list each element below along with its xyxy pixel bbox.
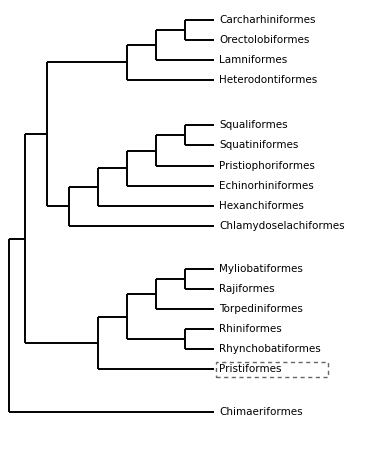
Text: Chimaeriformes: Chimaeriformes xyxy=(219,407,303,417)
Text: Torpediniformes: Torpediniformes xyxy=(219,304,303,314)
Text: Hexanchiformes: Hexanchiformes xyxy=(219,201,304,211)
Text: Heterodontiformes: Heterodontiformes xyxy=(219,75,318,85)
Text: Rhiniformes: Rhiniformes xyxy=(219,324,282,334)
Text: Squatiniformes: Squatiniformes xyxy=(219,140,299,151)
Text: Rajiformes: Rajiformes xyxy=(219,284,275,294)
Text: Echinorhiniformes: Echinorhiniformes xyxy=(219,181,314,191)
Text: Rhynchobatiformes: Rhynchobatiformes xyxy=(219,344,321,354)
Text: Pristiformes: Pristiformes xyxy=(219,365,282,374)
Text: Lamniformes: Lamniformes xyxy=(219,55,288,65)
Text: Carcharhiniformes: Carcharhiniformes xyxy=(219,15,316,24)
Text: Chlamydoselachiformes: Chlamydoselachiformes xyxy=(219,221,345,231)
Text: Squaliformes: Squaliformes xyxy=(219,121,288,130)
Text: Myliobatiformes: Myliobatiformes xyxy=(219,264,303,274)
Text: Orectolobiformes: Orectolobiformes xyxy=(219,35,310,45)
Text: Pristiophoriformes: Pristiophoriformes xyxy=(219,161,315,170)
